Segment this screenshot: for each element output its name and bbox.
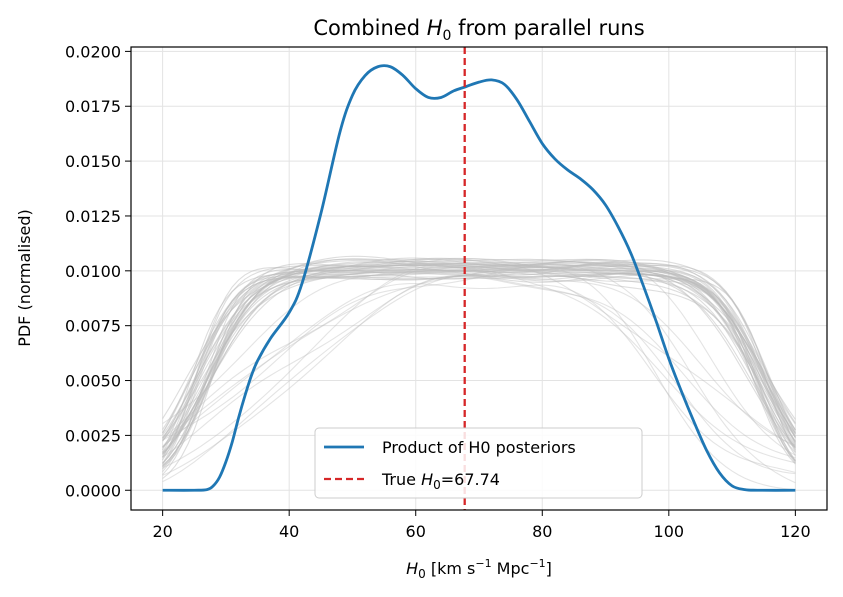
background-run-line <box>162 283 796 473</box>
background-run-line <box>162 258 796 448</box>
x-tick-label: 80 <box>532 522 552 541</box>
x-tick-label: 60 <box>406 522 426 541</box>
legend-true-label: True H0=67.74 <box>381 470 500 492</box>
background-run-line <box>162 266 796 447</box>
x-axis-label: H0 [km s−1 Mpc−1] <box>406 557 552 581</box>
background-run-line <box>162 258 796 479</box>
background-run-line <box>162 264 796 461</box>
background-run-line <box>162 268 796 445</box>
y-axis: 0.0000 0.0025 0.0050 0.0075 0.0100 0.0125 0.01… <box>65 42 131 500</box>
y-tick-label: 0.0000 <box>65 481 121 500</box>
x-tick-label: 120 <box>780 522 811 541</box>
y-tick-label: 0.0075 <box>65 317 121 336</box>
y-axis-label: PDF (normalised) <box>15 209 34 347</box>
y-tick-label: 0.0150 <box>65 152 121 171</box>
product-series-line <box>162 64 796 492</box>
legend: Product of H0 posteriors True H0=67.74 <box>314 427 643 499</box>
background-run-line <box>162 264 796 464</box>
chart-title: Combined H0 from parallel runs <box>313 16 644 44</box>
legend-product-label: Product of H0 posteriors <box>382 438 576 457</box>
x-tick-label: 100 <box>654 522 685 541</box>
background-runs <box>162 255 796 491</box>
y-tick-label: 0.0025 <box>65 426 121 445</box>
legend-box <box>314 427 643 499</box>
y-tick-label: 0.0200 <box>65 42 121 61</box>
x-tick-label: 20 <box>152 522 172 541</box>
y-tick-label: 0.0100 <box>65 262 121 281</box>
y-tick-label: 0.0050 <box>65 372 121 391</box>
x-tick-label: 40 <box>279 522 299 541</box>
y-tick-label: 0.0125 <box>65 207 121 226</box>
x-axis: 20 40 60 80 100 120 <box>152 510 811 541</box>
background-run-line <box>162 273 796 470</box>
background-run-line <box>162 269 796 468</box>
plot-frame <box>130 46 828 511</box>
y-tick-label: 0.0175 <box>65 97 121 116</box>
background-run-line <box>162 275 796 465</box>
